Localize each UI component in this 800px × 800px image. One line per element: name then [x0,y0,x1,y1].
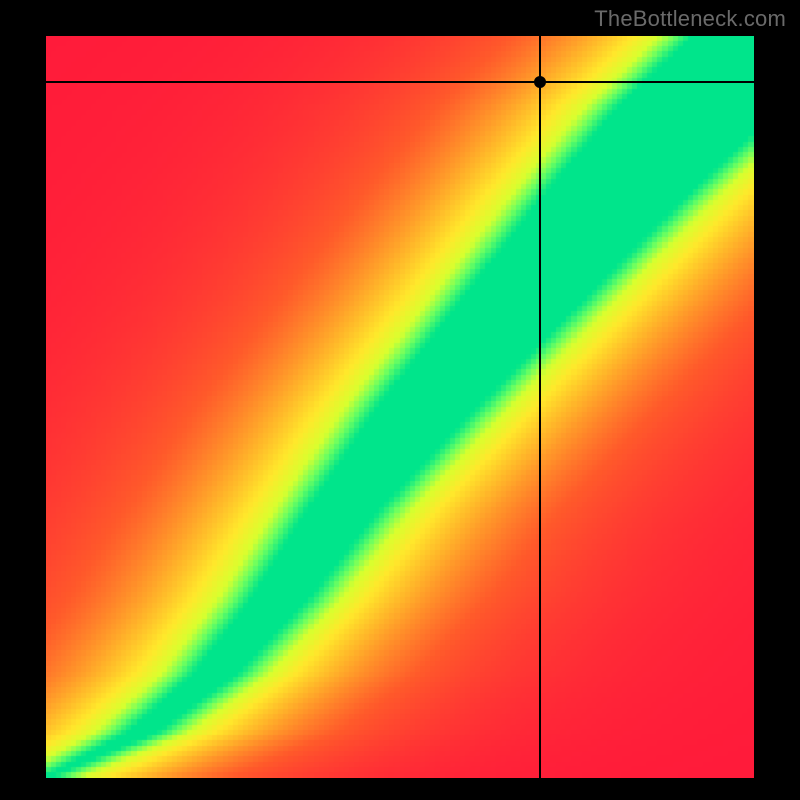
crosshair-vertical [539,36,541,778]
crosshair-marker [534,76,546,88]
heatmap-canvas [46,36,754,778]
heatmap-plot [46,36,754,778]
crosshair-horizontal [46,81,754,83]
watermark-text: TheBottleneck.com [594,6,786,32]
